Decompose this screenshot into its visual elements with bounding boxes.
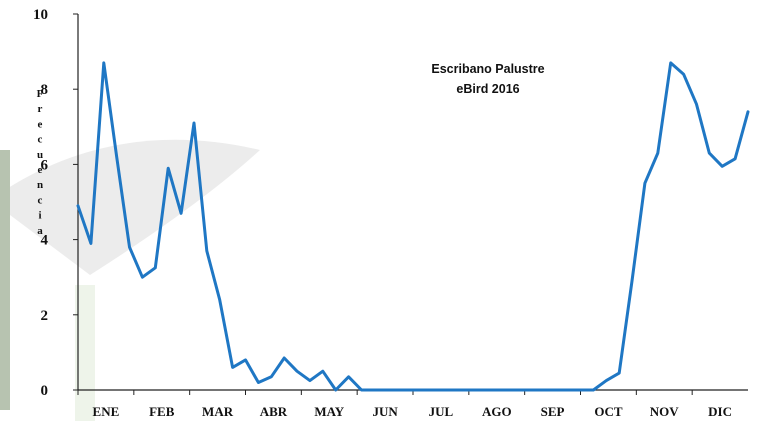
y-label-letter: e: [38, 164, 43, 176]
y-tick-label: 8: [41, 82, 49, 98]
y-label-letter: u: [37, 149, 43, 161]
y-tick-label: 6: [41, 157, 49, 173]
y-label-letter: e: [38, 118, 43, 130]
chart-subtitle: eBird 2016: [456, 82, 519, 96]
y-label-letter: r: [38, 103, 43, 115]
series-group: [76, 61, 750, 392]
x-ticks: ENE FEB MAR ABR MAY JUN JUL AGO SEP OCT NOV DIC: [77, 390, 732, 419]
y-label-letter: c: [38, 134, 43, 146]
y-label-letter: a: [37, 225, 43, 237]
y-ticks: 0 2 4 6 8 10: [33, 7, 78, 399]
x-tick-label: JUL: [429, 404, 454, 419]
x-tick-label: JUN: [372, 404, 398, 419]
y-tick-label: 10: [33, 7, 48, 23]
chart-title: Escribano Palustre: [431, 62, 544, 76]
y-tick-label: 2: [41, 308, 49, 324]
title-block: Escribano Palustre eBird 2016: [431, 62, 544, 96]
y-label-letter: n: [37, 179, 43, 191]
x-tick-label: AGO: [482, 404, 512, 419]
y-label-letter: c: [38, 194, 43, 206]
x-tick-label: ENE: [93, 404, 120, 419]
x-tick-label: MAY: [314, 404, 344, 419]
y-tick-label: 4: [41, 233, 49, 249]
x-tick-label: FEB: [149, 404, 175, 419]
y-label-letter: i: [38, 210, 41, 222]
y-label-letter: F: [37, 88, 44, 100]
x-tick-label: SEP: [541, 404, 565, 419]
x-tick-label: OCT: [594, 404, 623, 419]
x-tick-label: MAR: [202, 404, 234, 419]
x-tick-label: NOV: [650, 404, 680, 419]
x-tick-label: ABR: [260, 404, 288, 419]
y-tick-label: 0: [41, 383, 49, 399]
x-tick-label: DIC: [708, 404, 732, 419]
